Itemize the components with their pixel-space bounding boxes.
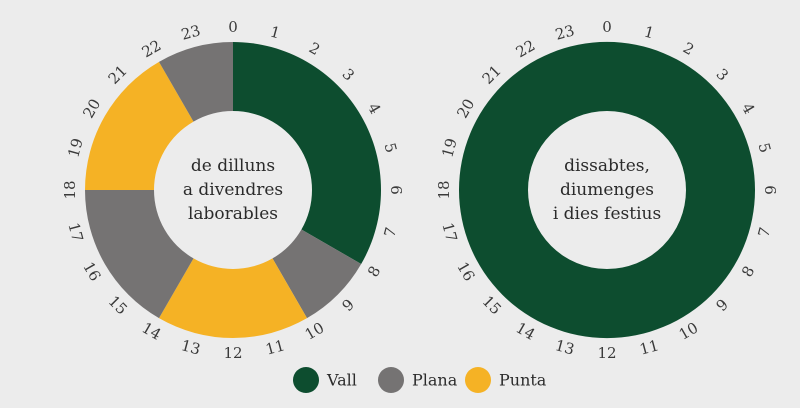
hour-tick-label: 17 [438, 221, 460, 244]
hour-tick-label: 23 [553, 21, 576, 43]
hour-tick-label: 5 [755, 141, 775, 155]
hour-tick-label: 12 [597, 344, 616, 362]
weekday-donut-chart: 0 1234567891011121314151617181920212223de… [61, 18, 405, 362]
hour-tick-label: 7 [755, 225, 775, 239]
hour-tick-label: 2 [680, 39, 697, 59]
hour-tick-label: 11 [264, 336, 287, 358]
hour-tick-label: 9 [339, 296, 358, 315]
hour-tick-label: 14 [513, 319, 539, 344]
hour-tick-label: 23 [179, 21, 202, 43]
donut-center-label: de dilluns [191, 156, 275, 176]
hour-tick-label: 11 [638, 336, 661, 358]
hour-tick-label: 2 [306, 39, 323, 59]
hour-tick-label: 8 [364, 263, 384, 280]
hour-tick-label: 13 [553, 336, 576, 358]
legend-swatch-punta [465, 367, 491, 393]
hour-tick-label: 1 [642, 23, 656, 43]
donut-segment-plana [272, 229, 362, 319]
hour-tick-label: 17 [64, 221, 86, 244]
hour-tick-label: 10 [676, 319, 702, 344]
donut-segment-vall [233, 42, 382, 264]
hour-tick-label: 12 [223, 344, 242, 362]
hour-tick-label: 5 [381, 141, 401, 155]
hour-tick-label: 7 [381, 225, 401, 239]
hour-tick-label: 19 [64, 136, 86, 159]
donut-center-label: a divendres [183, 180, 283, 200]
hour-tick-label: 0 [228, 18, 238, 36]
legend-swatch-vall [293, 367, 319, 393]
hour-tick-label: 22 [513, 36, 539, 61]
hour-tick-label: 4 [738, 100, 758, 117]
donut-segment-plana [85, 190, 194, 319]
hour-tick-label: 10 [302, 319, 328, 344]
hour-tick-label: 21 [479, 62, 505, 88]
hour-tick-label: 15 [105, 292, 131, 318]
legend-swatch-plana [378, 367, 404, 393]
hour-tick-label: 8 [738, 263, 758, 280]
hour-tick-label: 13 [179, 336, 202, 358]
hour-tick-label: 4 [364, 100, 384, 117]
donut-segment-plana [159, 42, 233, 122]
legend-label-plana: Plana [412, 371, 458, 390]
donut-segment-vall [458, 41, 755, 339]
hour-tick-label: 16 [79, 259, 104, 285]
hour-tick-label: 16 [453, 259, 478, 285]
hour-tick-label: 9 [713, 296, 732, 315]
hour-tick-label: 20 [453, 96, 478, 122]
weekend-donut-chart: 0 1234567891011121314151617181920212223di… [435, 18, 779, 362]
hour-tick-label: 20 [79, 96, 104, 122]
legend-label-vall: Vall [326, 371, 357, 390]
hour-tick-label: 1 [268, 23, 282, 43]
donut-segment-punta [85, 61, 194, 190]
hour-tick-label: 18 [435, 180, 453, 199]
hour-tick-label: 3 [339, 65, 358, 84]
hour-tick-label: 18 [61, 180, 79, 199]
donut-segment-punta [159, 258, 307, 338]
hour-tick-label: 15 [479, 292, 505, 318]
hour-tick-label: 22 [139, 36, 165, 61]
legend: Vall Plana Punta [293, 367, 547, 393]
hour-tick-label: 6 [387, 185, 405, 195]
hour-tick-label: 14 [139, 319, 165, 344]
donut-center-label: laborables [188, 204, 278, 224]
hour-tick-label: 3 [713, 65, 732, 84]
donut-center-label: diumenges [560, 180, 654, 200]
donut-center-label: dissabtes, [564, 156, 650, 176]
donut-center-label: i dies festius [553, 204, 661, 224]
hour-tick-label: 6 [761, 185, 779, 195]
hour-tick-label: 19 [438, 136, 460, 159]
legend-label-punta: Punta [499, 371, 547, 390]
hour-tick-label: 21 [105, 62, 131, 88]
hour-tick-label: 0 [602, 18, 612, 36]
